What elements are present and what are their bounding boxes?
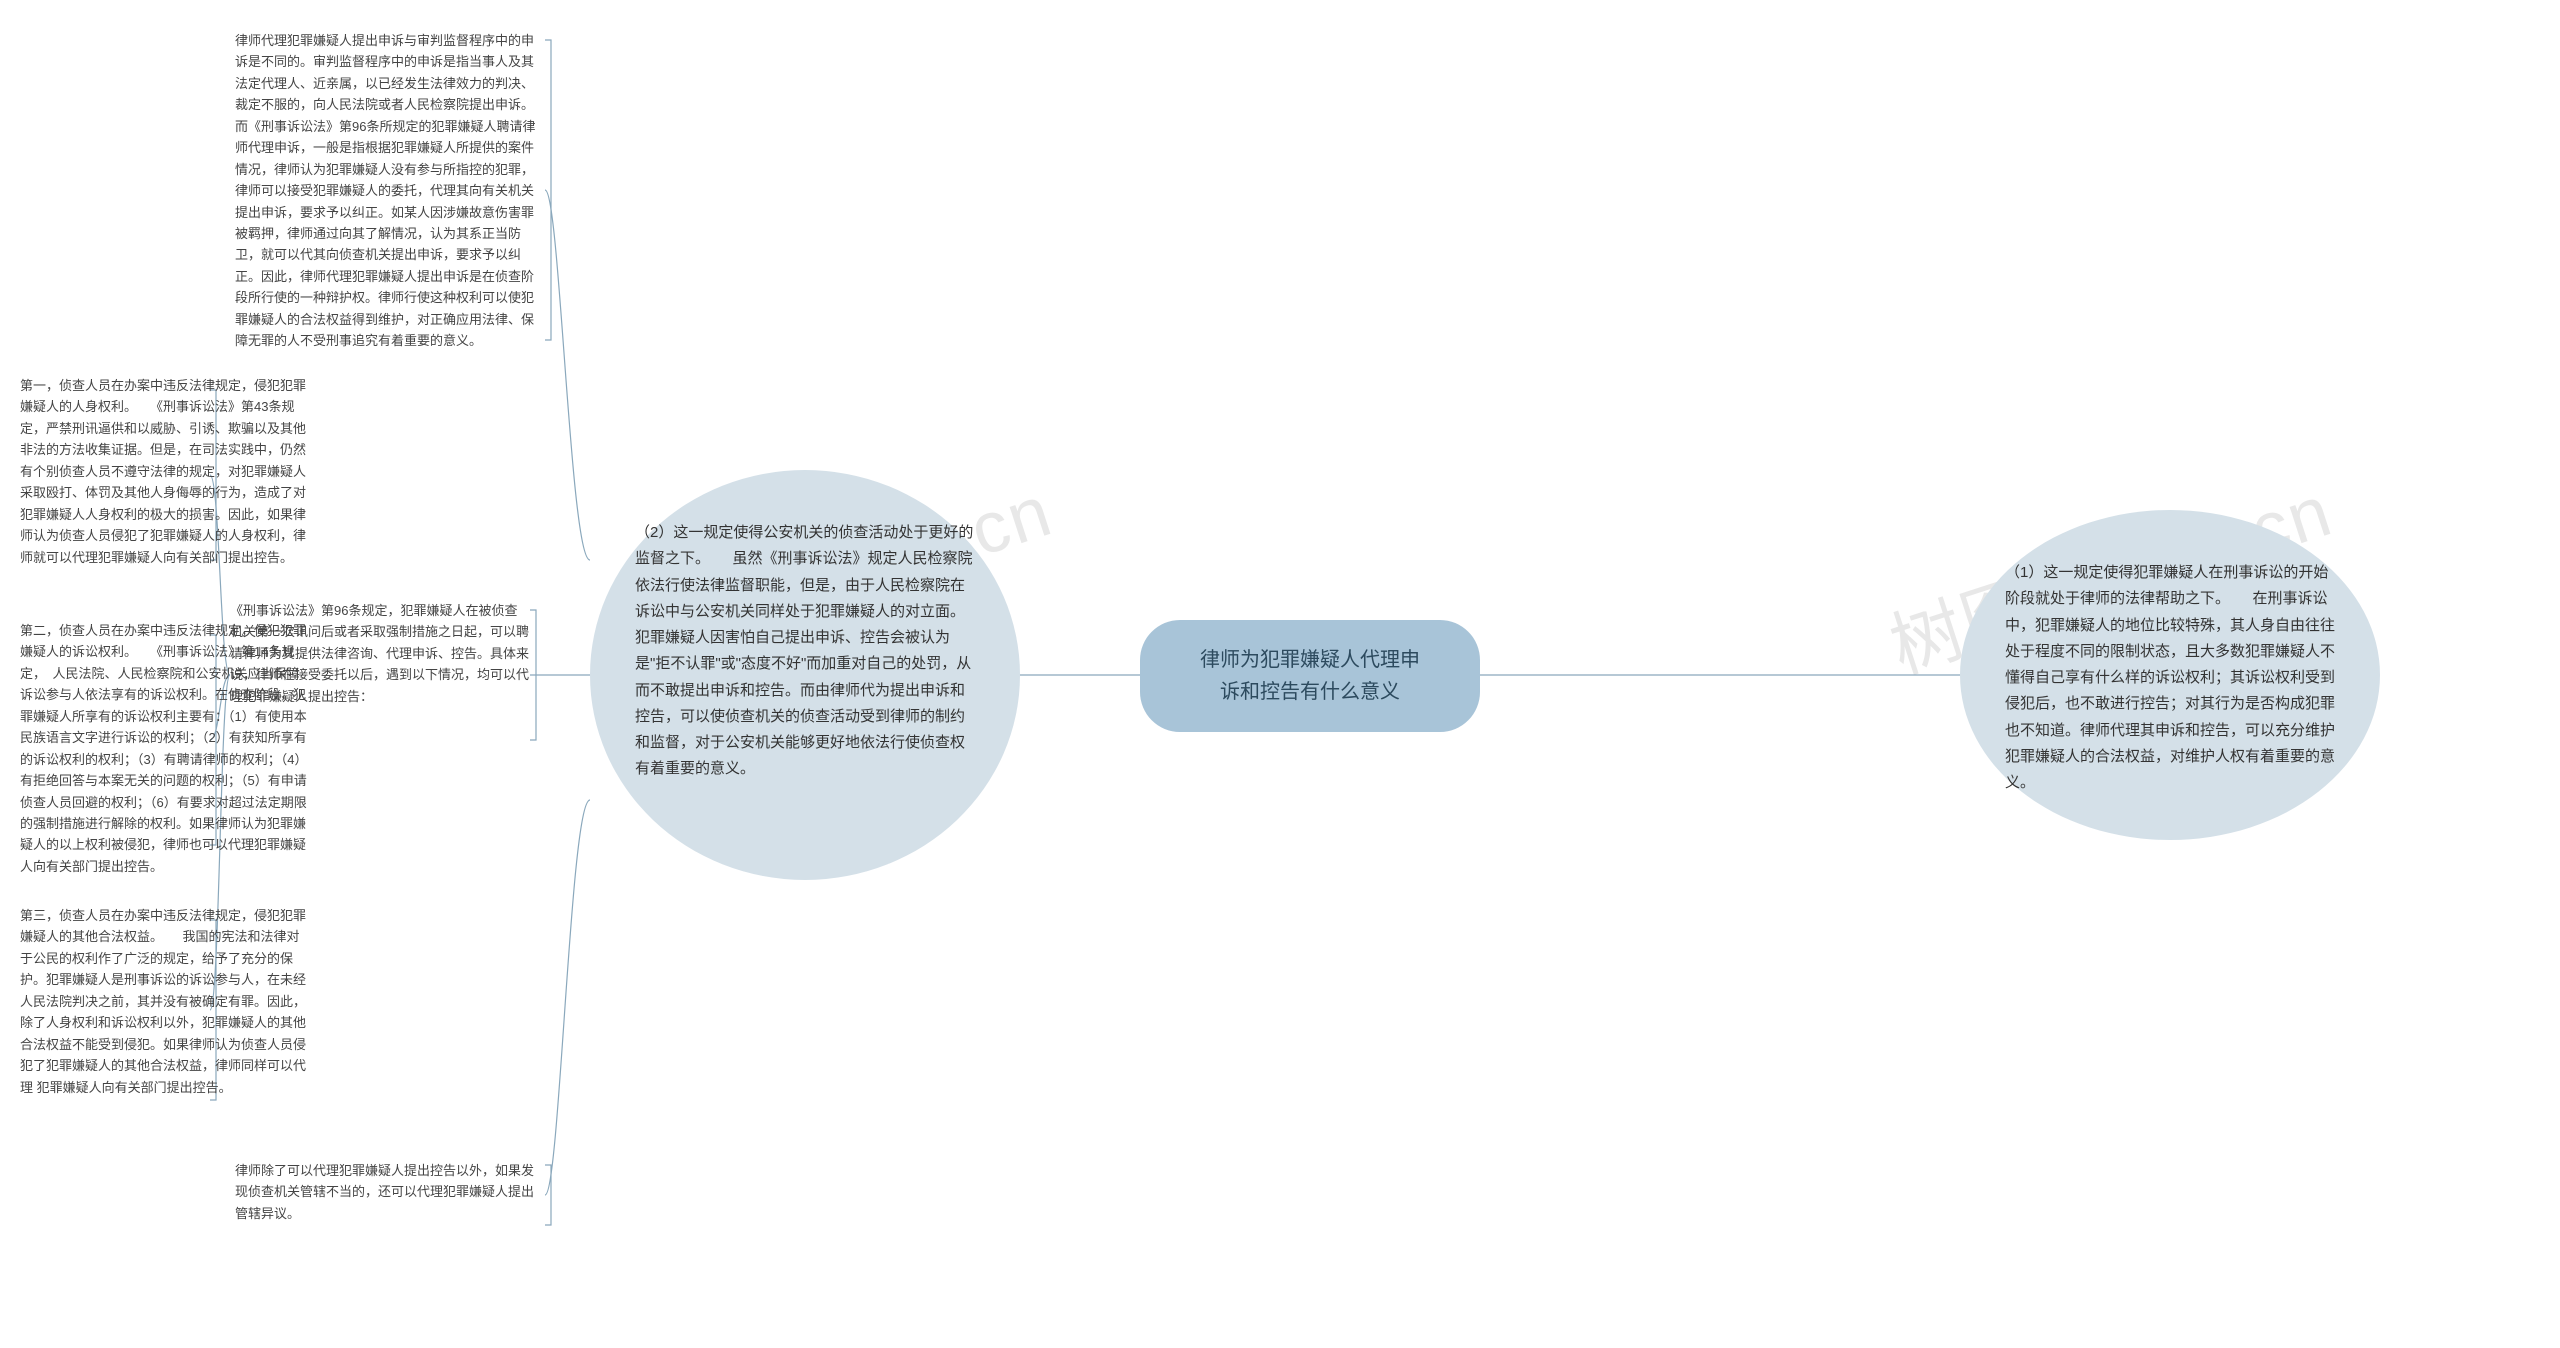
leaf-text: 第三，侦查人员在办案中违反法律规定，侵犯犯罪嫌疑人的其他合法权益。 我国的宪法和… xyxy=(20,908,306,1095)
center-text: 律师为犯罪嫌疑人代理申诉和控告有什么意义 xyxy=(1200,649,1420,703)
bubble-text: （1）这一规定使得犯罪嫌疑人在刑事诉讼的开始阶段就处于律师的法律帮助之下。 在刑… xyxy=(2005,564,2335,791)
leaf-text: 律师除了可以代理犯罪嫌疑人提出控告以外，如果发现侦查机关管辖不当的，还可以代理犯… xyxy=(235,1163,534,1221)
bubble-text: （2）这一规定使得公安机关的侦查活动处于更好的监督之下。 虽然《刑事诉讼法》规定… xyxy=(635,524,973,777)
bubble-left-2: （2）这一规定使得公安机关的侦查活动处于更好的监督之下。 虽然《刑事诉讼法》规定… xyxy=(590,470,1020,880)
leaf-top: 律师代理犯罪嫌疑人提出申诉与审判监督程序中的申诉是不同的。审判监督程序中的申诉是… xyxy=(235,30,545,352)
leaf-text: 第一，侦查人员在办案中违反法律规定，侵犯犯罪嫌疑人的人身权利。 《刑事诉讼法》第… xyxy=(20,378,306,565)
leaf-text: 律师代理犯罪嫌疑人提出申诉与审判监督程序中的申诉是不同的。审判监督程序中的申诉是… xyxy=(235,33,535,348)
leaf-bottom: 律师除了可以代理犯罪嫌疑人提出控告以外，如果发现侦查机关管辖不当的，还可以代理犯… xyxy=(235,1160,545,1224)
leaf-text: 第二，侦查人员在办案中违反法律规定，侵犯犯罪嫌疑人的诉讼权利。 《刑事诉讼法》第… xyxy=(20,623,307,874)
bubble-right-1: （1）这一规定使得犯罪嫌疑人在刑事诉讼的开始阶段就处于律师的法律帮助之下。 在刑… xyxy=(1960,510,2380,840)
mindmap-center: 律师为犯罪嫌疑人代理申诉和控告有什么意义 xyxy=(1140,620,1480,732)
leaf-p1: 第一，侦查人员在办案中违反法律规定，侵犯犯罪嫌疑人的人身权利。 《刑事诉讼法》第… xyxy=(20,375,310,568)
leaf-p3: 第三，侦查人员在办案中违反法律规定，侵犯犯罪嫌疑人的其他合法权益。 我国的宪法和… xyxy=(20,905,310,1098)
leaf-p2: 第二，侦查人员在办案中违反法律规定，侵犯犯罪嫌疑人的诉讼权利。 《刑事诉讼法》第… xyxy=(20,620,310,877)
